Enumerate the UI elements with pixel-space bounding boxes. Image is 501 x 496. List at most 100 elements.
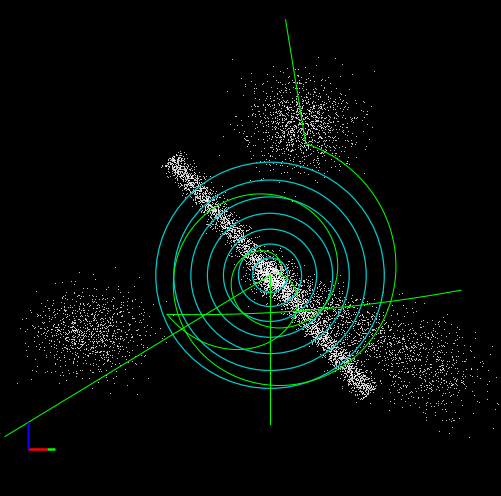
Point [323, 312, 331, 320]
Point [350, 383, 358, 391]
Point [369, 382, 377, 390]
Point [301, 134, 309, 142]
Point [320, 316, 328, 324]
Point [440, 372, 448, 379]
Point [434, 397, 442, 405]
Point [229, 237, 237, 245]
Point [31, 323, 39, 331]
Point [369, 382, 377, 390]
Point [252, 281, 260, 289]
Point [288, 289, 296, 297]
Point [253, 253, 261, 261]
Point [358, 395, 366, 403]
Point [385, 326, 393, 334]
Point [183, 171, 191, 179]
Point [201, 187, 209, 195]
Point [103, 347, 111, 355]
Point [290, 292, 298, 300]
Point [310, 316, 318, 324]
Point [271, 281, 279, 289]
Point [299, 308, 307, 316]
Point [263, 113, 271, 121]
Point [79, 359, 87, 367]
Point [280, 296, 288, 304]
Point [269, 269, 277, 277]
Point [403, 345, 411, 353]
Point [286, 301, 294, 309]
Point [273, 265, 281, 273]
Point [224, 223, 232, 231]
Point [303, 283, 311, 291]
Point [247, 285, 255, 293]
Point [117, 326, 125, 334]
Point [196, 198, 204, 206]
Point [280, 132, 288, 140]
Point [381, 345, 389, 353]
Point [257, 280, 265, 288]
Point [273, 266, 281, 274]
Point [319, 329, 327, 337]
Point [256, 275, 264, 283]
Point [311, 315, 319, 323]
Point [292, 95, 300, 103]
Point [238, 244, 246, 251]
Point [277, 302, 285, 310]
Point [318, 336, 326, 344]
Point [290, 318, 298, 326]
Point [268, 277, 276, 285]
Point [213, 210, 221, 218]
Point [231, 242, 239, 249]
Point [292, 113, 300, 121]
Point [241, 240, 249, 248]
Point [315, 110, 323, 118]
Point [299, 125, 307, 133]
Point [319, 336, 327, 344]
Point [350, 339, 358, 347]
Point [416, 355, 424, 363]
Point [210, 210, 218, 218]
Point [341, 143, 349, 151]
Point [314, 338, 322, 346]
Point [240, 244, 248, 252]
Point [306, 298, 314, 306]
Point [344, 157, 352, 165]
Point [303, 130, 311, 138]
Point [257, 260, 265, 268]
Point [60, 340, 68, 348]
Point [314, 303, 322, 311]
Point [278, 114, 286, 122]
Point [313, 125, 321, 133]
Point [264, 282, 272, 290]
Point [301, 136, 309, 144]
Point [35, 340, 43, 348]
Point [395, 333, 403, 341]
Point [213, 197, 221, 205]
Point [442, 399, 450, 407]
Point [305, 342, 313, 350]
Point [304, 114, 312, 122]
Point [410, 372, 418, 380]
Point [316, 340, 324, 348]
Point [307, 272, 315, 280]
Point [265, 274, 273, 282]
Point [233, 243, 241, 250]
Point [255, 251, 263, 259]
Point [279, 266, 287, 274]
Point [195, 178, 203, 186]
Point [262, 278, 270, 286]
Point [334, 345, 342, 353]
Point [341, 363, 349, 371]
Point [257, 260, 265, 268]
Point [352, 295, 360, 303]
Point [340, 327, 348, 335]
Point [75, 302, 83, 310]
Point [221, 221, 229, 229]
Point [287, 147, 295, 155]
Point [290, 153, 298, 161]
Point [278, 278, 286, 286]
Point [186, 187, 194, 195]
Point [62, 307, 70, 314]
Point [244, 238, 253, 246]
Point [250, 259, 258, 267]
Point [328, 314, 336, 322]
